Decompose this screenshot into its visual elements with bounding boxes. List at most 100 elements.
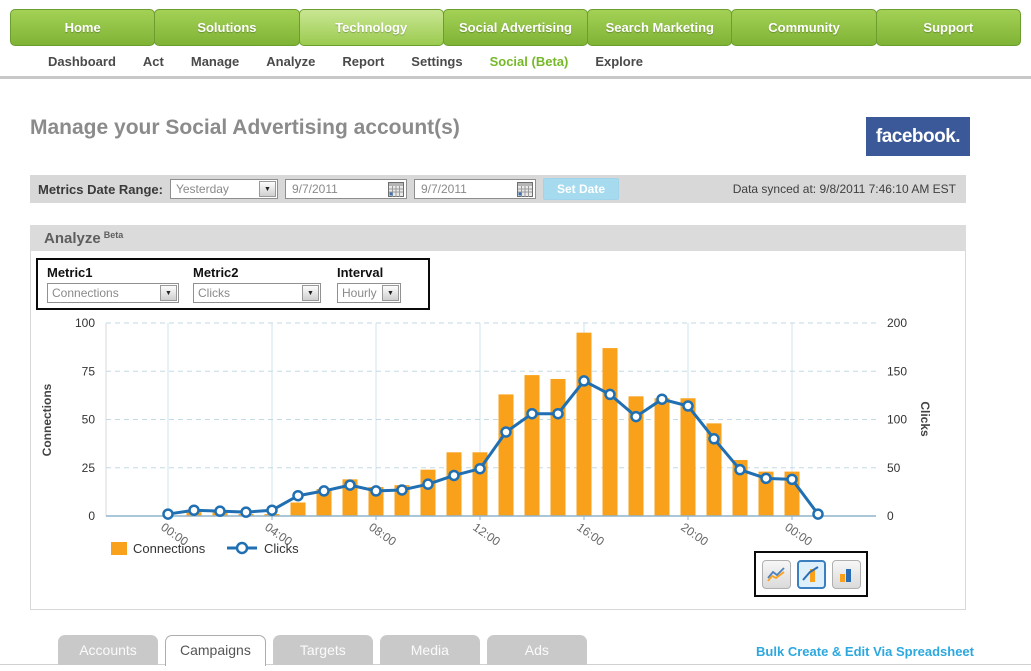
subnav-settings[interactable]: Settings <box>411 54 463 69</box>
bar-chart-button[interactable] <box>831 559 861 589</box>
clicks-point <box>682 400 694 412</box>
clicks-point <box>344 479 356 491</box>
nav-search-marketing[interactable]: Search Marketing <box>587 9 733 46</box>
clicks-point <box>292 489 304 502</box>
tab-media[interactable]: Media <box>379 635 480 665</box>
facebook-logo: facebook. <box>866 117 970 156</box>
metric1-value: Connections <box>52 286 119 300</box>
right-axis-tick: 100 <box>887 413 907 427</box>
left-axis-tick: 75 <box>82 364 96 378</box>
subnav-manage[interactable]: Manage <box>190 54 240 69</box>
subnav-social-beta[interactable]: Social (Beta) <box>489 54 569 69</box>
subnav-analyze[interactable]: Analyze <box>266 54 316 69</box>
clicks-point <box>760 472 772 485</box>
tab-accounts[interactable]: Accounts <box>58 635 158 665</box>
clicks-point <box>370 485 382 497</box>
clicks-point <box>448 469 460 482</box>
calendar-icon[interactable] <box>387 181 404 197</box>
clicks-point <box>734 463 746 476</box>
clicks-point <box>656 393 668 405</box>
metric2-label: Metric2 <box>193 265 239 280</box>
legend-connections-swatch <box>111 542 127 555</box>
bar-chart-icon <box>840 569 851 582</box>
connections-bar <box>654 398 670 516</box>
x-axis-label: 08:00 <box>366 520 399 549</box>
calendar-icon[interactable] <box>516 181 533 197</box>
date-range-select[interactable]: Yesterday ▼ <box>169 179 278 199</box>
subnav-explore[interactable]: Explore <box>595 54 644 69</box>
chevron-down-icon[interactable]: ▼ <box>302 285 319 301</box>
nav-community[interactable]: Community <box>731 9 877 46</box>
clicks-point <box>500 426 512 438</box>
connections-bar <box>420 469 436 516</box>
clicks-point <box>396 484 408 496</box>
metric-selection-box: Metric1 Connections ▼ Metric2 Clicks ▼ I… <box>36 258 430 310</box>
chevron-down-icon[interactable]: ▼ <box>258 181 276 197</box>
subnav-dashboard[interactable]: Dashboard <box>48 54 116 69</box>
tab-targets[interactable]: Targets <box>272 635 373 665</box>
connections-bar <box>680 398 696 516</box>
analyze-section: Analyze Beta Metric1 Connections ▼ Metri… <box>30 225 966 610</box>
connections-bar <box>576 332 592 516</box>
x-axis-label: 12:00 <box>470 520 503 549</box>
tab-campaigns[interactable]: Campaigns <box>165 635 266 666</box>
nav-support[interactable]: Support <box>875 9 1021 46</box>
connections-bar <box>706 423 722 516</box>
x-axis-label: 16:00 <box>574 520 607 549</box>
analyze-header: Analyze Beta <box>30 225 966 251</box>
end-date-input[interactable]: 9/7/2011 <box>413 179 536 199</box>
nav-divider <box>0 76 1031 79</box>
clicks-point <box>266 504 278 516</box>
connections-bar <box>602 348 618 516</box>
left-axis-tick: 0 <box>88 509 95 523</box>
chart-type-selector <box>754 551 868 597</box>
connections-bar <box>316 488 332 516</box>
subnav-report[interactable]: Report <box>342 54 385 69</box>
tab-ads[interactable]: Ads <box>486 635 587 665</box>
bulk-create-edit-link[interactable]: Bulk Create & Edit Via Spreadsheet <box>756 644 974 659</box>
clicks-point <box>708 433 720 445</box>
metric1-label: Metric1 <box>47 265 93 280</box>
sub-nav: Dashboard Act Manage Analyze Report Settings S… <box>48 54 643 69</box>
x-axis-label: 00:00 <box>782 520 815 549</box>
start-date-value: 9/7/2011 <box>291 182 338 196</box>
right-axis-tick: 200 <box>887 316 907 330</box>
clicks-point <box>188 504 200 516</box>
beta-badge: Beta <box>103 230 124 240</box>
start-date-input[interactable]: 9/7/2011 <box>284 179 407 199</box>
clicks-point <box>214 505 226 517</box>
clicks-point <box>240 506 252 518</box>
chevron-down-icon[interactable]: ▼ <box>160 285 177 301</box>
clicks-point <box>422 478 434 490</box>
metric2-value: Clicks <box>198 286 230 300</box>
x-axis-label: 20:00 <box>678 520 711 549</box>
connections-bar <box>290 502 306 516</box>
clicks-point <box>604 388 616 401</box>
metric1-select[interactable]: Connections ▼ <box>47 283 179 303</box>
right-axis-title: Clicks <box>918 401 932 437</box>
nav-social-advertising[interactable]: Social Advertising <box>442 9 589 46</box>
interval-select[interactable]: Hourly ▼ <box>337 283 401 303</box>
line-chart-button[interactable] <box>761 559 791 589</box>
metrics-chart: 0 25 50 75 100 0 50 100 150 200 Connections Clicks 0… <box>40 316 932 556</box>
legend-clicks-label: Clicks <box>264 541 299 556</box>
chevron-down-icon[interactable]: ▼ <box>382 285 399 301</box>
nav-technology[interactable]: Technology <box>298 9 444 46</box>
nav-home[interactable]: Home <box>10 9 156 46</box>
metric2-select[interactable]: Clicks ▼ <box>193 283 321 303</box>
nav-solutions[interactable]: Solutions <box>154 9 300 46</box>
legend-connections-label: Connections <box>133 541 206 556</box>
combo-chart-button[interactable] <box>796 559 826 589</box>
connections-bar <box>498 394 514 516</box>
bottom-tabs: Accounts Campaigns Targets Media Ads <box>58 635 587 666</box>
clicks-point <box>552 407 564 420</box>
set-date-button[interactable]: Set Date <box>542 178 620 200</box>
interval-label: Interval <box>337 265 384 280</box>
clicks-point <box>786 473 798 486</box>
analyze-title: Analyze <box>44 230 101 247</box>
date-range-label: Metrics Date Range: <box>38 181 163 197</box>
analyze-panel: Metric1 Connections ▼ Metric2 Clicks ▼ I… <box>30 251 966 610</box>
connections-bar <box>628 396 644 516</box>
subnav-act[interactable]: Act <box>142 54 164 69</box>
line-chart-icon <box>767 567 785 582</box>
